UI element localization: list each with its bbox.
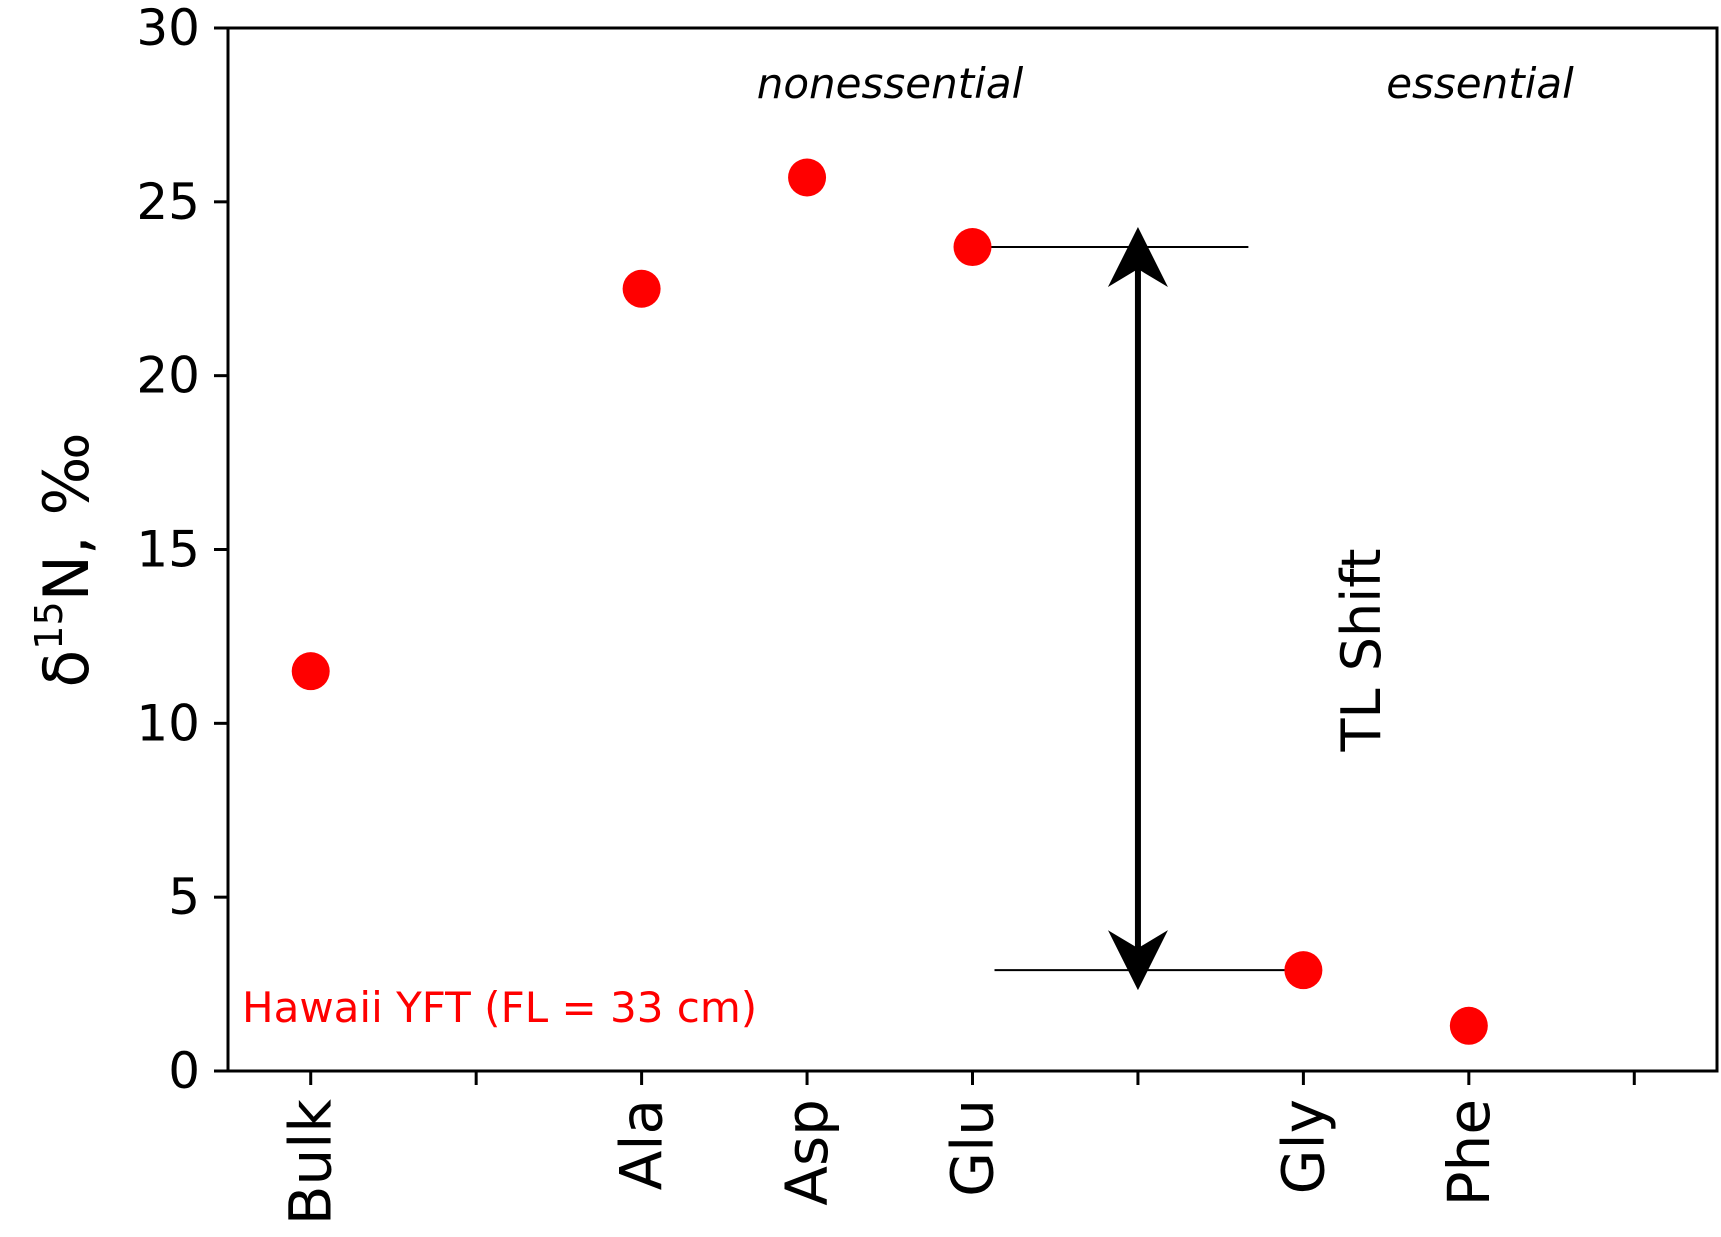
nonessential-label: nonessential (757, 59, 1024, 108)
plot-frame (226, 26, 1719, 1073)
data-point-gly (1284, 951, 1323, 990)
y-axis-title: δ15N, ‰ (27, 432, 103, 687)
y-tick-label: 5 (168, 868, 200, 926)
y-tick-label: 0 (168, 1042, 200, 1100)
tl-shift-label: TL Shift (1330, 549, 1393, 753)
y-tick-label: 20 (136, 347, 200, 405)
sample-note: Hawaii YFT (FL = 33 cm) (242, 983, 757, 1032)
y-axis-title-suffix: N, ‰ (30, 432, 103, 601)
y-tick-label: 15 (136, 521, 200, 579)
x-tick-label: Glu (939, 1099, 1007, 1197)
essential-label: essential (1386, 59, 1574, 108)
data-point-asp (788, 158, 827, 197)
y-axis-title-superscript: 15 (27, 601, 71, 649)
x-tick-label: Phe (1435, 1099, 1503, 1206)
x-tick-label: Asp (773, 1099, 841, 1206)
x-tick-label: Bulk (277, 1099, 345, 1226)
y-axis-ticks: 0 5 10 15 20 25 30 (136, 0, 228, 1100)
y-tick-label: 25 (136, 173, 200, 231)
data-point-glu (953, 228, 992, 267)
data-points (291, 158, 1488, 1045)
data-point-ala (622, 269, 661, 308)
y-tick-label: 10 (136, 694, 200, 752)
y-tick-label: 30 (136, 0, 200, 57)
x-axis-ticks: Bulk Ala Asp Glu Gly Phe (277, 1071, 1636, 1226)
data-point-bulk (291, 652, 330, 691)
x-tick-label: Ala (608, 1099, 676, 1190)
x-tick-label: Gly (1269, 1099, 1337, 1194)
data-point-phe (1449, 1006, 1488, 1045)
y-axis-title-prefix: δ (30, 650, 103, 688)
